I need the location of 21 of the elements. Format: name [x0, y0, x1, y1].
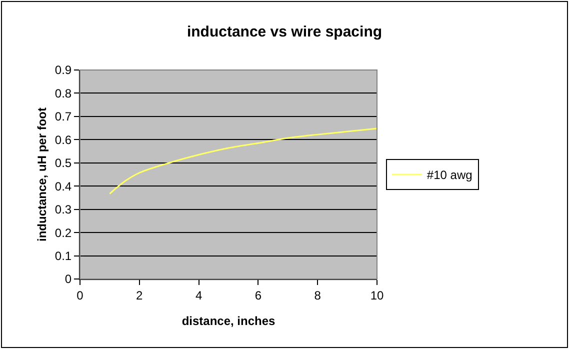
x-tick-label: 0 — [76, 288, 84, 302]
y-tick-label: 0.4 — [54, 179, 72, 194]
y-tick-label: 0.8 — [54, 86, 72, 100]
y-tick-label: 0 — [64, 272, 72, 286]
y-tick-label: 0.5 — [54, 156, 72, 170]
y-tick-label: 0.3 — [54, 202, 72, 217]
y-tick-label: 0.1 — [54, 248, 72, 263]
y-axis-title: inductance, uH per foot — [35, 107, 49, 242]
x-tick-label: 10 — [370, 288, 384, 302]
line-series — [108, 128, 377, 195]
x-tick-label: 4 — [195, 288, 202, 302]
legend-label: #10 awg — [426, 168, 472, 182]
y-tick-label: 0.2 — [54, 226, 72, 240]
x-axis-title: distance, inches — [182, 314, 276, 328]
y-tick-label: 0.6 — [54, 132, 72, 147]
x-tick-label: 2 — [136, 288, 144, 302]
y-tick-label: 0.9 — [54, 63, 72, 78]
chart-title: inductance vs wire spacing — [186, 24, 382, 41]
x-tick-label: 6 — [254, 288, 262, 302]
y-tick-label: 0.7 — [54, 110, 72, 124]
x-tick-label: 8 — [314, 288, 322, 302]
